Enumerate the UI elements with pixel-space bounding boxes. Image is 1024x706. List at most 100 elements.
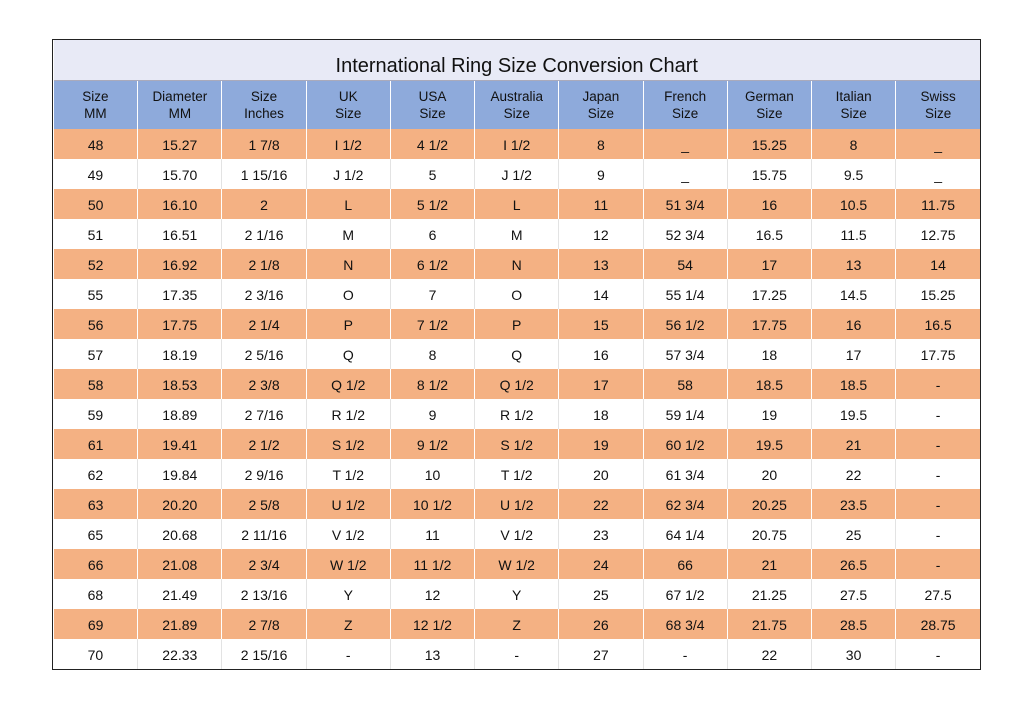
table-cell: 20.20 — [137, 489, 222, 519]
cell-text: 22.33 — [162, 647, 198, 663]
table-cell: 17.75 — [726, 309, 812, 339]
cell-text: 15.70 — [162, 167, 198, 183]
table-cell: 2 5/16 — [221, 339, 307, 369]
cell-text: 12 1/2 — [413, 617, 452, 633]
cell-text: 9 — [597, 167, 605, 183]
table-cell: 16.5 — [726, 219, 812, 249]
cell-text: 17.75 — [751, 317, 787, 333]
header-cell: Size Inches — [221, 80, 307, 129]
cell-text: 23.5 — [839, 497, 868, 513]
table-cell: 13 — [389, 639, 475, 669]
table-cell: 19 — [726, 399, 812, 429]
table-cell: N — [305, 249, 391, 279]
cell-text: J 1/2 — [333, 167, 364, 183]
table-cell: - — [895, 549, 980, 579]
cell-text: 55 1/4 — [665, 287, 705, 303]
table-cell: 18.19 — [137, 339, 222, 369]
cell-text: - — [935, 557, 941, 573]
cell-text: R 1/2 — [331, 407, 365, 423]
table-cell: 66 — [52, 549, 138, 579]
table-row: 66 21.08 2 3/4 W 1/2 11 1/2 W 1/2 24 66 21 26.5 - — [52, 549, 980, 579]
table-row: 68 21.49 2 13/16 Y 12 Y 25 67 1/2 21.25 27.5 27.5 — [54, 579, 980, 609]
cell-text: 55 — [87, 287, 104, 303]
table-cell: 9 — [558, 159, 644, 189]
table-cell: 2 3/8 — [221, 369, 307, 399]
cell-text: 4 1/2 — [416, 137, 449, 153]
table-cell: 50 — [52, 189, 138, 219]
cell-text: 21.08 — [162, 557, 198, 573]
cell-text: 22 — [845, 467, 862, 483]
table-cell: 10.5 — [810, 189, 896, 219]
table-cell: 4 1/2 — [389, 129, 475, 159]
cell-text: 54 — [677, 257, 693, 273]
table-cell: J 1/2 — [305, 159, 391, 189]
table-cell: 52 3/4 — [642, 219, 728, 249]
cell-text: T 1/2 — [500, 467, 533, 483]
table-cell: 30 — [810, 639, 896, 669]
table-cell: 2 — [221, 189, 307, 219]
table-cell: 22 — [726, 639, 812, 669]
cell-text: Q 1/2 — [499, 377, 534, 393]
table-cell: 21.75 — [726, 609, 812, 639]
table-cell: 8 — [558, 129, 644, 159]
table-cell: 26 — [558, 609, 644, 639]
table-cell: 17 — [558, 369, 644, 399]
table-cell: 67 1/2 — [642, 579, 728, 609]
cell-text: U 1/2 — [331, 497, 365, 513]
table-cell: 2 7/16 — [221, 399, 307, 429]
table-row: 63 20.20 2 5/8 U 1/2 10 1/2 U 1/2 22 62 3/4 20.2… — [52, 489, 980, 519]
cell-text: - — [682, 647, 688, 663]
cell-text: 15.25 — [751, 137, 787, 153]
table-row: 58 18.53 2 3/8 Q 1/2 8 1/2 Q 1/2 17 58 18.5 18.5 - — [52, 369, 980, 399]
table-cell: 5 1/2 — [389, 189, 475, 219]
table-cell: 2 5/8 — [221, 489, 307, 519]
table-cell: - — [895, 489, 980, 519]
cell-text: 1 7/8 — [248, 137, 280, 153]
cell-text: 20.75 — [751, 527, 787, 543]
table-cell: _ — [895, 159, 980, 189]
table-cell: V 1/2 — [474, 519, 559, 549]
table-cell: 2 9/16 — [221, 459, 307, 489]
table-cell: - — [305, 639, 391, 669]
header-cell: Japan Size — [558, 80, 644, 129]
cell-text: 18.5 — [839, 377, 868, 393]
header-text: Size — [419, 106, 446, 121]
cell-text: 20.25 — [751, 497, 787, 513]
table-cell: S 1/2 — [474, 429, 559, 459]
table-cell: 2 1/2 — [221, 429, 307, 459]
cell-text: N — [511, 257, 522, 273]
cell-text: 2 5/8 — [248, 497, 280, 513]
cell-text: I 1/2 — [503, 137, 531, 153]
table-cell: 16 — [726, 189, 812, 219]
table-cell: 19.84 — [137, 459, 222, 489]
cell-text: 17.75 — [162, 317, 198, 333]
cell-text: 24 — [593, 557, 609, 573]
table-cell: 58 — [52, 369, 138, 399]
table-cell: O — [305, 279, 391, 309]
header-text: Size — [756, 106, 783, 121]
cell-text: 19.5 — [755, 437, 783, 453]
cell-text: P — [512, 317, 522, 333]
table-cell: 52 — [52, 249, 138, 279]
table-cell: 2 3/16 — [221, 279, 307, 309]
cell-text: 2 11/16 — [241, 527, 287, 543]
table-cell: 8 1/2 — [389, 369, 475, 399]
cell-text: 7 1/2 — [416, 317, 449, 333]
header-text: Italian — [835, 89, 872, 104]
header-cell: Australia Size — [474, 80, 559, 129]
table-cell: L — [305, 189, 391, 219]
table-cell: 15.27 — [137, 129, 222, 159]
cell-text: 69 — [87, 617, 104, 633]
table-cell: 16.92 — [137, 249, 222, 279]
table-cell: 15.25 — [726, 129, 812, 159]
cell-text: 14.5 — [839, 287, 868, 303]
table-cell: 20 — [726, 459, 812, 489]
cell-text: I 1/2 — [334, 137, 362, 153]
table-cell: 12 1/2 — [389, 609, 475, 639]
table-cell: 19.5 — [726, 429, 812, 459]
cell-text: 68 — [87, 587, 104, 603]
cell-text: 5 1/2 — [416, 197, 449, 213]
table-cell: 6 — [389, 219, 475, 249]
table-cell: 2 7/8 — [221, 609, 307, 639]
